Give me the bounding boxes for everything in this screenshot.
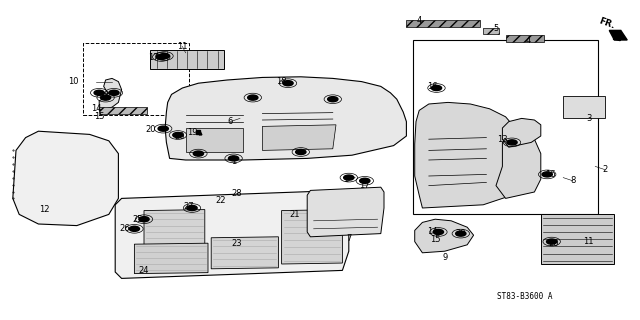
- Circle shape: [360, 178, 370, 183]
- Text: 20: 20: [548, 239, 559, 248]
- Text: 1: 1: [231, 157, 236, 166]
- Text: 14: 14: [427, 228, 437, 236]
- Circle shape: [129, 226, 140, 231]
- Bar: [483, 28, 499, 34]
- Text: 19: 19: [187, 128, 197, 137]
- Text: ST83-B3600 A: ST83-B3600 A: [497, 292, 552, 301]
- Circle shape: [139, 217, 149, 222]
- Bar: [150, 50, 224, 69]
- Bar: [541, 214, 614, 264]
- Bar: [99, 107, 147, 114]
- Text: 27: 27: [184, 202, 194, 211]
- Circle shape: [156, 54, 166, 60]
- Text: 17: 17: [360, 181, 370, 190]
- Polygon shape: [211, 237, 278, 269]
- Text: 15: 15: [430, 236, 440, 244]
- Polygon shape: [13, 131, 118, 226]
- Circle shape: [431, 85, 442, 91]
- Bar: [406, 20, 480, 27]
- Text: 6: 6: [228, 117, 233, 126]
- Text: 13: 13: [497, 135, 508, 144]
- Text: 17: 17: [148, 53, 159, 62]
- Text: 20: 20: [145, 125, 156, 134]
- Text: FR.: FR.: [597, 16, 616, 30]
- Text: 8: 8: [570, 176, 575, 185]
- Polygon shape: [415, 102, 522, 208]
- Text: 20: 20: [174, 132, 184, 140]
- Polygon shape: [134, 243, 208, 274]
- Circle shape: [248, 95, 258, 100]
- Text: 15: 15: [94, 112, 104, 121]
- Text: 20: 20: [456, 229, 466, 238]
- Circle shape: [433, 229, 444, 235]
- Circle shape: [542, 172, 552, 177]
- Text: 3: 3: [586, 114, 591, 123]
- Text: 16: 16: [427, 82, 437, 91]
- Text: 28: 28: [232, 189, 242, 198]
- Circle shape: [344, 175, 354, 180]
- Polygon shape: [282, 210, 342, 264]
- Circle shape: [159, 53, 170, 59]
- Bar: [563, 96, 605, 118]
- Circle shape: [296, 149, 306, 155]
- Text: 12: 12: [40, 205, 50, 214]
- Polygon shape: [165, 77, 406, 160]
- Circle shape: [507, 140, 517, 145]
- Bar: [413, 40, 598, 214]
- Text: 24: 24: [139, 266, 149, 275]
- Polygon shape: [609, 30, 627, 40]
- Text: 18: 18: [276, 77, 287, 86]
- Text: 1: 1: [343, 175, 348, 184]
- Polygon shape: [502, 118, 541, 147]
- Circle shape: [547, 239, 557, 244]
- Circle shape: [228, 156, 239, 161]
- Polygon shape: [144, 210, 205, 248]
- Circle shape: [100, 95, 111, 100]
- Polygon shape: [262, 125, 336, 150]
- Text: 2: 2: [602, 165, 607, 174]
- Polygon shape: [115, 190, 349, 278]
- Polygon shape: [496, 134, 541, 198]
- Circle shape: [187, 205, 197, 211]
- Text: 14: 14: [91, 104, 101, 113]
- Circle shape: [283, 81, 293, 86]
- Circle shape: [173, 132, 183, 138]
- Circle shape: [158, 126, 168, 131]
- Polygon shape: [99, 78, 122, 110]
- Circle shape: [328, 97, 338, 102]
- Bar: [506, 35, 544, 42]
- Polygon shape: [186, 128, 243, 152]
- Text: 9: 9: [442, 253, 447, 262]
- Text: 22: 22: [216, 196, 226, 204]
- Text: 16: 16: [545, 170, 556, 179]
- Text: 11: 11: [177, 42, 188, 51]
- Text: 4: 4: [417, 16, 422, 25]
- Circle shape: [109, 90, 119, 95]
- Circle shape: [193, 151, 204, 156]
- Text: 25: 25: [132, 215, 143, 224]
- Text: 10: 10: [68, 77, 79, 86]
- Text: 21: 21: [289, 210, 300, 219]
- Circle shape: [456, 231, 466, 236]
- Text: 11: 11: [584, 237, 594, 246]
- Bar: [83, 43, 189, 115]
- Circle shape: [94, 90, 104, 95]
- Text: 7: 7: [346, 234, 351, 243]
- Text: 4: 4: [525, 36, 531, 44]
- Text: 26: 26: [120, 224, 130, 233]
- Polygon shape: [307, 187, 384, 237]
- Polygon shape: [415, 219, 474, 253]
- Text: 5: 5: [493, 24, 499, 33]
- Text: 23: 23: [232, 239, 242, 248]
